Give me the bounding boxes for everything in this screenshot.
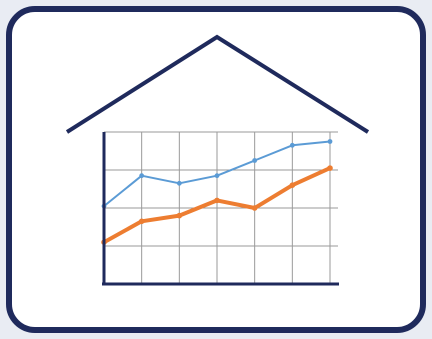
series-0-point [214,173,220,179]
series-0-point [252,158,258,163]
series-1-point [327,165,333,171]
series-0-point [289,142,295,148]
series-0-point [327,139,333,144]
series-0-point [176,180,182,186]
series-1-point [289,182,296,188]
roof-outline [65,34,370,134]
chart-series [101,139,333,245]
series-1-point [176,212,183,219]
series-1-point [214,197,220,204]
series-1-point [138,218,145,225]
series-1-point [251,205,258,211]
chart-grid [104,131,338,284]
series-0-point [139,173,145,179]
